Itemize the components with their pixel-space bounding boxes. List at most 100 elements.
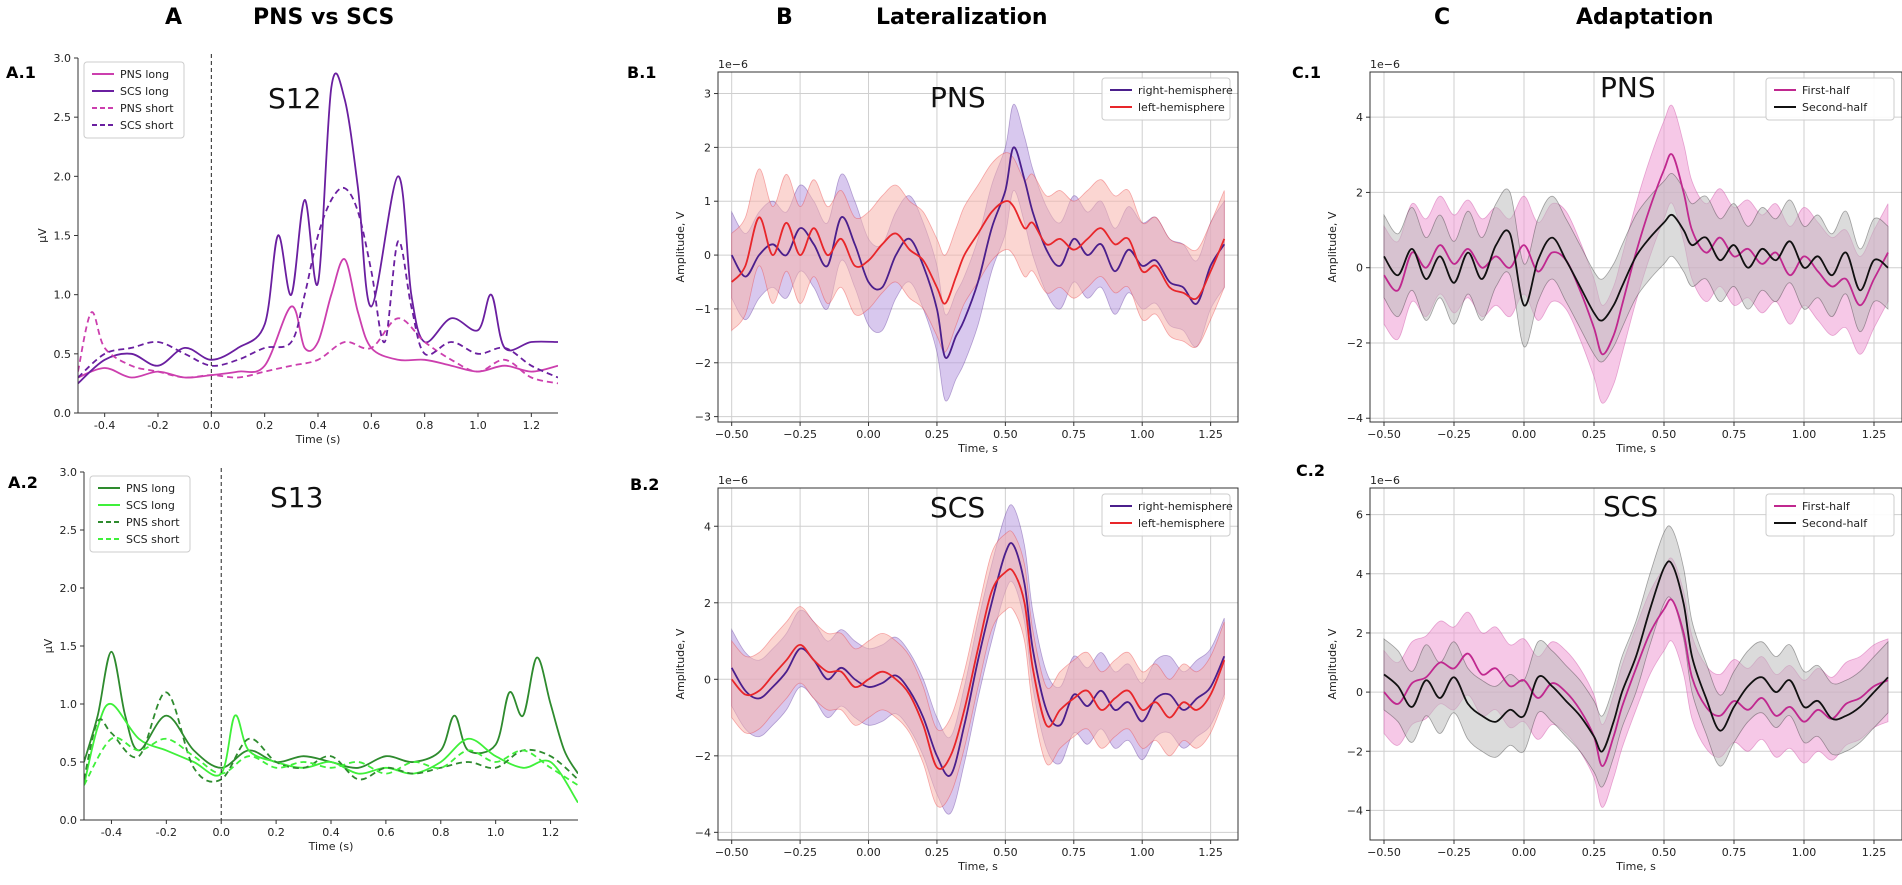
x-tick-label: 0.8: [432, 826, 450, 839]
subject-annotation: SCS: [930, 491, 985, 524]
series-line-scs-long: [78, 72, 558, 385]
y-tick-label: 3.0: [54, 52, 72, 65]
legend-label: PNS long: [126, 482, 175, 495]
x-tick-label: 0.50: [993, 428, 1018, 441]
legend-label: left-hemisphere: [1138, 101, 1225, 114]
y-tick-label: 0: [1356, 686, 1363, 699]
legend-label: right-hemisphere: [1138, 84, 1233, 97]
legend: right-hemisphere left-hemisphere: [1101, 493, 1233, 537]
legend-label: SCS long: [120, 85, 169, 98]
subject-annotation: S12: [268, 82, 321, 115]
legend-box: [1765, 493, 1895, 537]
series-line-first-half: [1383, 598, 1889, 768]
subject-annotation: PNS: [1600, 71, 1656, 104]
column-b-title: Lateralization: [876, 5, 1048, 30]
series-line-scs-short: [78, 186, 558, 379]
chart-c2: −0.50 −0.25 0.00 0.25 0.50 0.75 1.00 1.25 −4 −2 0 2…: [1326, 474, 1902, 873]
x-tick-label: 0.4: [322, 826, 340, 839]
y-tick-label: −2: [695, 357, 711, 370]
legend-label: left-hemisphere: [1138, 517, 1225, 530]
x-tick-label: 0.0: [212, 826, 230, 839]
panel-label-c2: C.2: [1296, 461, 1325, 480]
legend-label: First-half: [1802, 500, 1851, 513]
y-tick-label: 2.0: [60, 582, 78, 595]
y-tick-label: 1.5: [60, 640, 78, 653]
y-tick-label: 3: [704, 88, 711, 101]
x-tick-label: 1.00: [1130, 428, 1155, 441]
scale-label: 1e−6: [1370, 58, 1400, 71]
x-tick-label: 0.75: [1722, 428, 1747, 441]
subject-annotation: PNS: [930, 81, 986, 114]
band-left-hemisphere: [731, 152, 1225, 353]
x-tick-label: −0.25: [1437, 428, 1471, 441]
legend-box: [83, 61, 185, 139]
series-line-left-hemisphere: [731, 568, 1226, 770]
x-tick-label: 1.2: [523, 419, 541, 432]
x-tick-label: 0.25: [925, 428, 950, 441]
chart-b2: −0.50 −0.25 0.00 0.25 0.50 0.75 1.00 1.25 −4 −2 0 2…: [674, 474, 1239, 873]
x-tick-label: −0.25: [1437, 846, 1471, 859]
x-tick-label: 1.25: [1198, 846, 1223, 859]
plots-layer: -0.4 -0.2 0.0 0.2 0.4 0.6 0.8 1.0 1.2 0.0 0.5 1.0 1.…: [36, 52, 1902, 873]
series-line-second-half: [1383, 213, 1889, 322]
y-tick-label: 2.0: [54, 170, 72, 183]
x-tick-label: 1.00: [1792, 846, 1817, 859]
axes-frame: [1369, 487, 1902, 841]
y-tick-label: 0: [704, 249, 711, 262]
y-tick-label: 0: [704, 673, 711, 686]
x-axis-label: Time, s: [1615, 442, 1656, 455]
y-tick-label: −2: [695, 750, 711, 763]
x-tick-label: 0.00: [856, 846, 881, 859]
x-tick-label: -0.4: [94, 419, 115, 432]
legend-label: PNS short: [120, 102, 174, 115]
plot-area: [78, 72, 558, 385]
legend-label: First-half: [1802, 84, 1851, 97]
series-line-pns-short: [78, 311, 558, 385]
y-tick-label: 2.5: [60, 524, 78, 537]
legend: First-half Second-half: [1765, 77, 1895, 121]
x-tick-label: 0.2: [256, 419, 274, 432]
y-tick-label: 1: [704, 195, 711, 208]
y-tick-label: −4: [1347, 412, 1363, 425]
panel-label-a1: A.1: [6, 63, 36, 82]
x-axis-label: Time (s): [295, 433, 341, 446]
scale-label: 1e−6: [718, 474, 748, 487]
panel-label-a2: A.2: [8, 473, 38, 492]
x-tick-label: −0.50: [715, 846, 749, 859]
x-tick-label: −0.25: [783, 846, 817, 859]
y-tick-label: 0.5: [60, 756, 78, 769]
legend-label: SCS short: [120, 119, 174, 132]
x-tick-label: 1.00: [1130, 846, 1155, 859]
x-tick-label: 0.4: [309, 419, 327, 432]
axes-frame: [1369, 71, 1902, 423]
legend: right-hemisphere left-hemisphere: [1101, 77, 1233, 121]
y-tick-label: 4: [1356, 568, 1363, 581]
series-line-left-hemisphere: [731, 200, 1226, 305]
column-b-letter: B: [776, 5, 793, 30]
legend-label: SCS short: [126, 533, 180, 546]
y-tick-label: 0: [1356, 262, 1363, 275]
y-tick-label: 2: [1356, 186, 1363, 199]
plot-area: [730, 103, 1226, 402]
y-axis-label: Amplitude, V: [674, 628, 687, 699]
y-axis-label: Amplitude, V: [1326, 211, 1339, 282]
x-axis-label: Time, s: [1615, 860, 1656, 873]
x-axis-label: Time, s: [957, 860, 998, 873]
y-tick-label: 0.5: [54, 348, 72, 361]
series-line-second-half: [1383, 560, 1889, 753]
x-tick-label: -0.2: [156, 826, 177, 839]
x-tick-label: 0.6: [363, 419, 381, 432]
band-second-half: [1383, 173, 1889, 363]
x-axis-label: Time (s): [308, 840, 354, 853]
x-tick-label: 1.0: [469, 419, 487, 432]
x-tick-label: 1.0: [487, 826, 505, 839]
x-tick-label: 0.25: [925, 846, 950, 859]
y-tick-label: 2.5: [54, 111, 72, 124]
x-tick-label: 0.75: [1062, 428, 1087, 441]
chart-c1: −0.50 −0.25 0.00 0.25 0.50 0.75 1.00 1.25 −4 −2 0 2…: [1326, 58, 1902, 455]
y-axis-label: μV: [42, 638, 55, 653]
panel-label-b2: B.2: [630, 475, 659, 494]
x-tick-label: 0.6: [377, 826, 395, 839]
band-left-hemisphere: [731, 530, 1225, 808]
y-tick-label: −4: [695, 826, 711, 839]
